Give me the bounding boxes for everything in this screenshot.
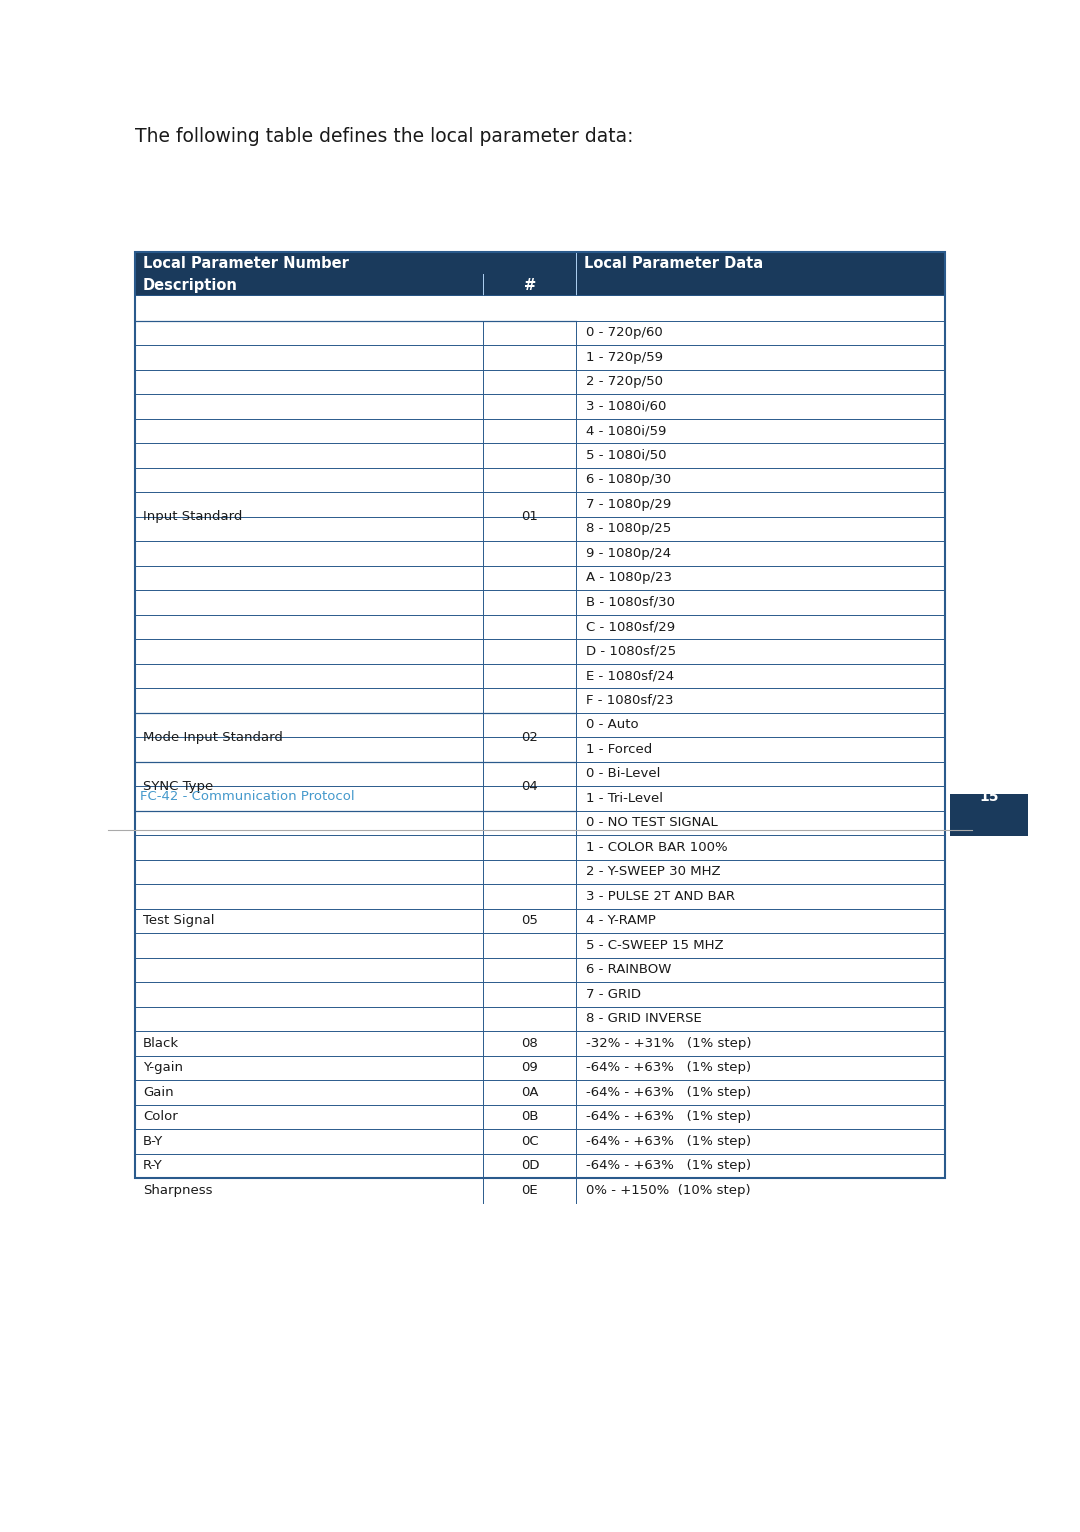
Text: D - 1080sf/25: D - 1080sf/25 [586, 645, 676, 657]
Text: Sharpness: Sharpness [143, 1184, 213, 1196]
Text: 09: 09 [522, 1062, 538, 1074]
Text: 8 - 1080p/25: 8 - 1080p/25 [586, 522, 672, 535]
Text: 15: 15 [980, 789, 999, 804]
Text: 1 - 720p/59: 1 - 720p/59 [586, 351, 663, 363]
Text: 0E: 0E [522, 1184, 538, 1196]
Text: 7 - 1080p/29: 7 - 1080p/29 [586, 498, 672, 510]
Text: 04: 04 [522, 780, 538, 792]
Text: 2 - Y-SWEEP 30 MHZ: 2 - Y-SWEEP 30 MHZ [586, 866, 721, 878]
Text: 4 - Y-RAMP: 4 - Y-RAMP [586, 915, 657, 927]
Text: 1 - Forced: 1 - Forced [586, 743, 652, 755]
Text: A - 1080p/23: A - 1080p/23 [586, 571, 673, 584]
Text: 1 - COLOR BAR 100%: 1 - COLOR BAR 100% [586, 841, 728, 853]
Text: -64% - +63%   (1% step): -64% - +63% (1% step) [586, 1160, 752, 1172]
Text: B-Y: B-Y [143, 1135, 163, 1147]
Text: 3 - PULSE 2T AND BAR: 3 - PULSE 2T AND BAR [586, 890, 735, 902]
Text: 0 - Auto: 0 - Auto [586, 719, 639, 731]
Text: Local Parameter Number: Local Parameter Number [143, 256, 349, 271]
Text: 01: 01 [522, 510, 538, 522]
Text: 0C: 0C [521, 1135, 539, 1147]
Text: Local Parameter Data: Local Parameter Data [584, 256, 764, 271]
Text: The following table defines the local parameter data:: The following table defines the local pa… [135, 127, 634, 147]
Text: 4 - 1080i/59: 4 - 1080i/59 [586, 424, 666, 437]
Text: Y-gain: Y-gain [143, 1062, 183, 1074]
Text: E - 1080sf/24: E - 1080sf/24 [586, 669, 675, 682]
Text: -32% - +31%   (1% step): -32% - +31% (1% step) [586, 1037, 752, 1049]
Text: FC-42 - Communication Protocol: FC-42 - Communication Protocol [140, 791, 355, 803]
Text: 5 - 1080i/50: 5 - 1080i/50 [586, 449, 667, 461]
Text: SYNC Type: SYNC Type [143, 780, 213, 792]
Text: 6 - 1080p/30: 6 - 1080p/30 [586, 473, 672, 486]
Text: 0% - +150%  (10% step): 0% - +150% (10% step) [586, 1184, 751, 1196]
Text: 2 - 720p/50: 2 - 720p/50 [586, 375, 663, 388]
Text: 5 - C-SWEEP 15 MHZ: 5 - C-SWEEP 15 MHZ [586, 939, 724, 951]
Text: R-Y: R-Y [143, 1160, 163, 1172]
Text: 0 - NO TEST SIGNAL: 0 - NO TEST SIGNAL [586, 817, 718, 829]
Text: 6 - RAINBOW: 6 - RAINBOW [586, 964, 672, 976]
Text: 08: 08 [522, 1037, 538, 1049]
Text: -64% - +63%   (1% step): -64% - +63% (1% step) [586, 1111, 752, 1123]
Text: Color: Color [143, 1111, 178, 1123]
Text: 8 - GRID INVERSE: 8 - GRID INVERSE [586, 1013, 702, 1025]
Text: 02: 02 [522, 731, 538, 743]
Text: Input Standard: Input Standard [143, 510, 242, 522]
Text: 1 - Tri-Level: 1 - Tri-Level [586, 792, 663, 804]
Text: Test Signal: Test Signal [143, 915, 215, 927]
Text: #: # [524, 277, 536, 293]
Text: Description: Description [143, 277, 238, 293]
Text: 0D: 0D [521, 1160, 539, 1172]
Text: Black: Black [143, 1037, 179, 1049]
Text: 0B: 0B [522, 1111, 539, 1123]
Text: 3 - 1080i/60: 3 - 1080i/60 [586, 400, 666, 412]
Text: Mode Input Standard: Mode Input Standard [143, 731, 283, 743]
Text: 7 - GRID: 7 - GRID [586, 988, 642, 1000]
Text: -64% - +63%   (1% step): -64% - +63% (1% step) [586, 1135, 752, 1147]
Text: Gain: Gain [143, 1086, 174, 1098]
Text: 05: 05 [522, 915, 538, 927]
Text: C - 1080sf/29: C - 1080sf/29 [586, 620, 676, 633]
Text: F - 1080sf/23: F - 1080sf/23 [586, 694, 674, 706]
Text: -64% - +63%   (1% step): -64% - +63% (1% step) [586, 1086, 752, 1098]
Text: B - 1080sf/30: B - 1080sf/30 [586, 596, 675, 608]
Text: 9 - 1080p/24: 9 - 1080p/24 [586, 547, 672, 559]
Text: 0A: 0A [522, 1086, 539, 1098]
Text: -64% - +63%   (1% step): -64% - +63% (1% step) [586, 1062, 752, 1074]
Text: 0 - Bi-Level: 0 - Bi-Level [586, 768, 661, 780]
Text: 0 - 720p/60: 0 - 720p/60 [586, 326, 663, 340]
